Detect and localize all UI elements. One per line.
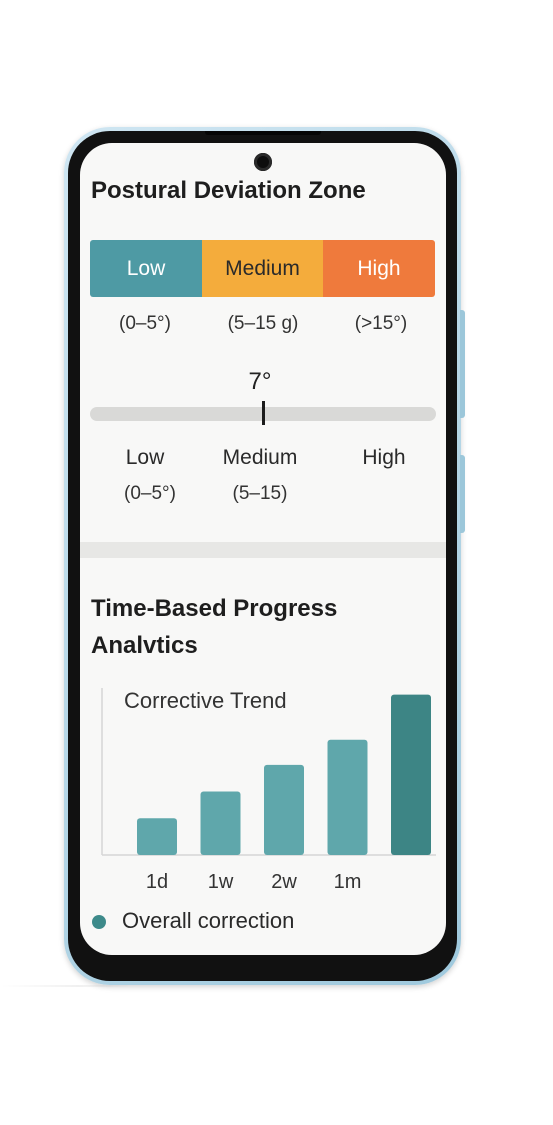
front-camera-icon: [254, 153, 272, 171]
level-high-label: High: [362, 446, 406, 469]
bar-2w: [264, 764, 304, 855]
zone-low-range: (0–5°): [119, 313, 171, 334]
bar-latest: [391, 694, 431, 855]
level-low-range: (0–5°): [124, 483, 176, 504]
zone-high: High: [323, 240, 435, 297]
tick-label-2w: 2w: [271, 871, 297, 893]
bar-1d: [137, 818, 177, 855]
tick-label-1d: 1d: [146, 871, 168, 893]
zone-medium: Medium: [202, 240, 323, 297]
zone-low: Low: [90, 240, 202, 297]
current-deviation-value: 7°: [248, 368, 272, 395]
bar-1w: [200, 791, 241, 855]
legend-dot-icon: [92, 915, 106, 929]
bar-1m: [327, 739, 368, 855]
volume-button: [460, 310, 465, 418]
progress-title-line2: Analvtics: [91, 632, 198, 659]
chart-title: Corrective Trend: [124, 688, 287, 713]
section-divider: [80, 542, 446, 558]
tick-label-1w: 1w: [208, 871, 234, 893]
progress-title-line1: Time-Based Progress: [91, 595, 338, 622]
legend-label: Overall correction: [122, 908, 295, 933]
zone-medium-range: (5–15 g): [227, 313, 299, 334]
surface-shadow: [0, 985, 130, 987]
speaker-slot: [205, 131, 321, 135]
screen: Postural Deviation Zone Low Medium High …: [80, 143, 446, 955]
level-low-label: Low: [125, 446, 165, 469]
deviation-title: Postural Deviation Zone: [91, 177, 366, 204]
deviation-zone-bar: Low Medium High: [90, 240, 435, 297]
corrective-trend-chart: Corrective Trend 1d 1w 2w 1m: [101, 688, 436, 893]
level-medium-range: (5–15): [232, 483, 288, 504]
tick-label-1m: 1m: [334, 871, 362, 893]
deviation-slider-marker: [261, 401, 265, 425]
power-button: [460, 455, 465, 533]
level-medium-label: Medium: [222, 446, 298, 469]
zone-high-range: (>15°): [354, 313, 408, 334]
